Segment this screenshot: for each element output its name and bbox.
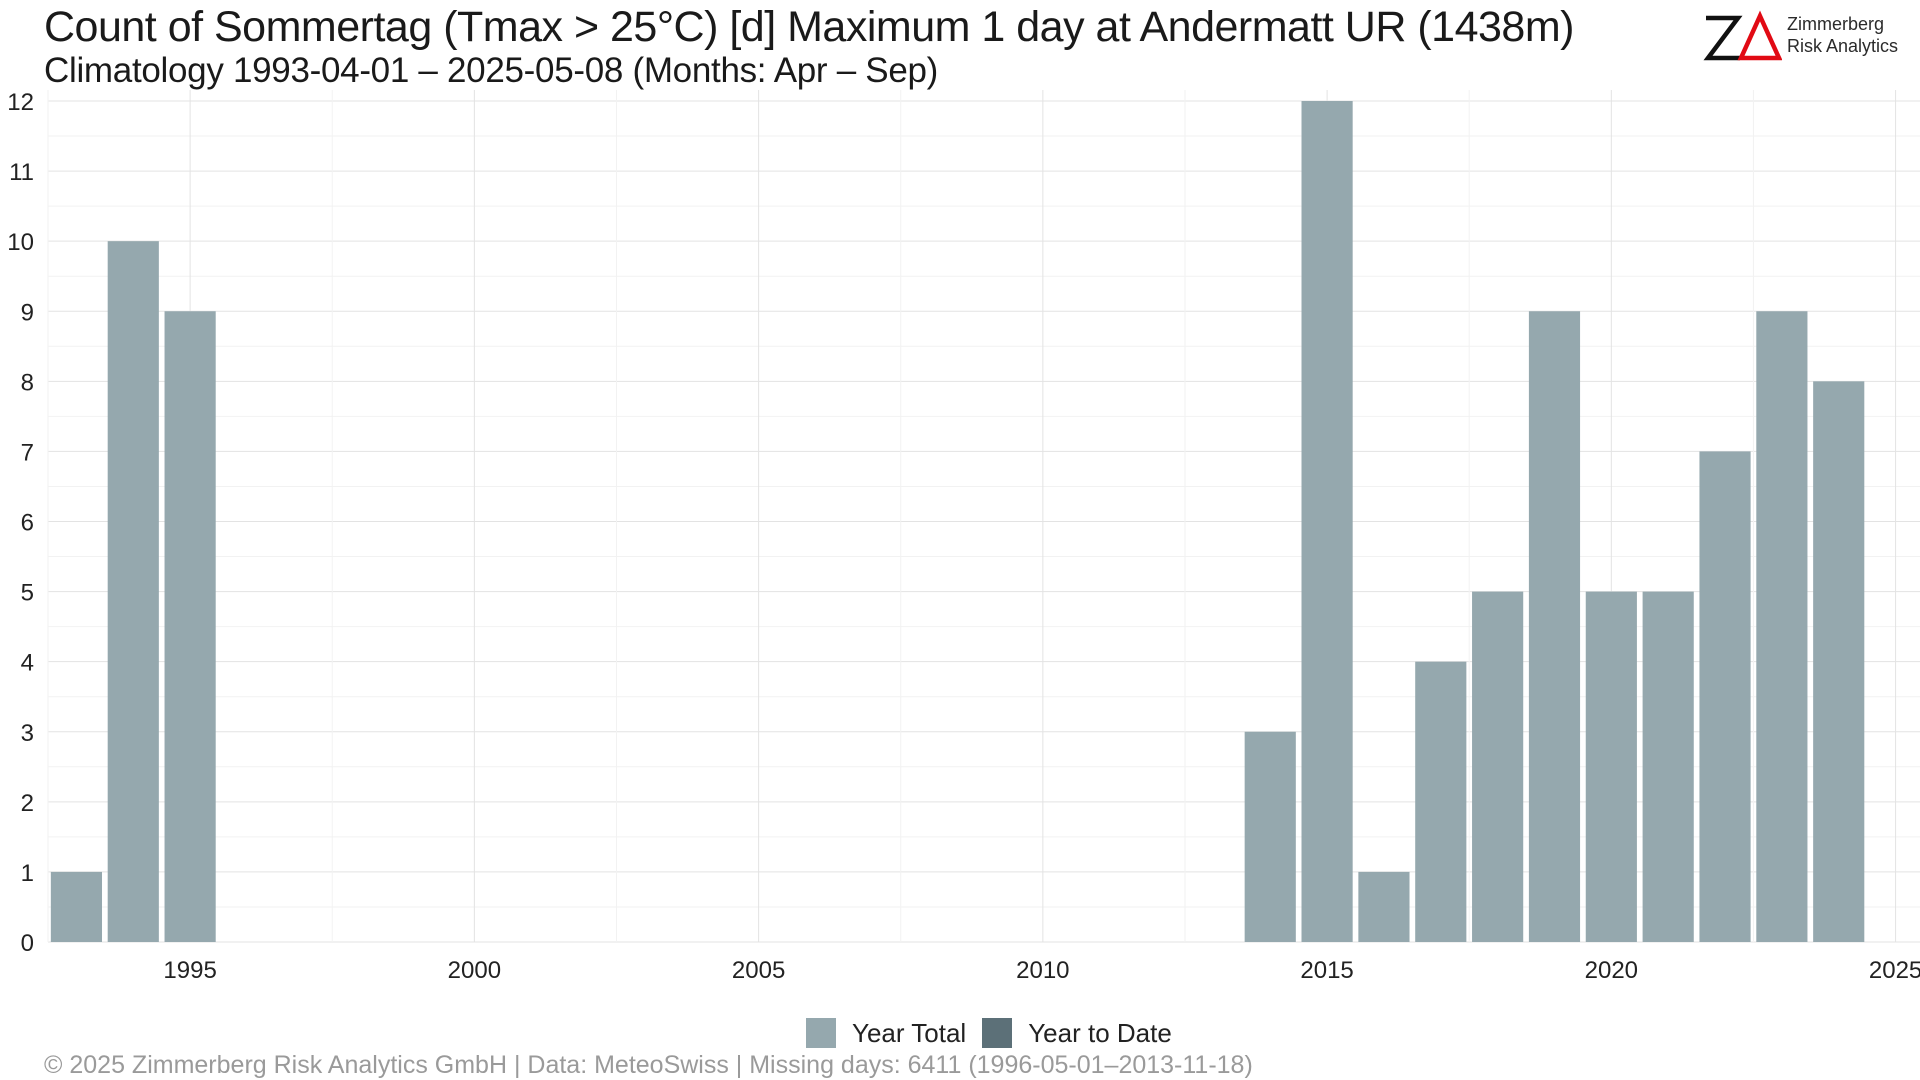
legend-swatch-year-to-date — [982, 1018, 1013, 1048]
logo-text-line2: Risk Analytics — [1787, 36, 1899, 56]
bar-2014 — [1244, 731, 1296, 942]
y-tick-label: 12 — [7, 89, 34, 116]
bar-2017 — [1415, 661, 1467, 942]
legend: Year Total Year to Date — [806, 1016, 1188, 1050]
chart-title: Count of Sommertag (Tmax > 25°C) [d] Max… — [44, 3, 1574, 51]
y-tick-label: 1 — [21, 860, 34, 887]
y-tick-label: 7 — [21, 439, 34, 466]
y-tick-label: 4 — [21, 650, 34, 677]
bar-2022 — [1699, 451, 1751, 942]
y-tick-label: 3 — [21, 720, 34, 747]
logo-mark-icon — [1703, 10, 1783, 61]
y-tick-label: 6 — [21, 510, 34, 537]
bar-2021 — [1642, 591, 1694, 942]
y-tick-label: 11 — [9, 159, 34, 186]
x-axis-tick-labels: 1995 2000 2005 2010 2015 2020 2025 — [163, 957, 1920, 984]
legend-label-year-total: Year Total — [852, 1017, 967, 1048]
bar-1994 — [107, 241, 159, 942]
legend-item-year-total: Year Total — [806, 1018, 966, 1049]
legend-item-year-to-date: Year to Date — [982, 1018, 1172, 1049]
bar-2023 — [1756, 311, 1808, 942]
y-tick-label: 0 — [21, 930, 34, 957]
y-tick-label: 2 — [21, 790, 34, 817]
logo-text-line1: Zimmerberg — [1787, 14, 1885, 34]
x-tick-label: 2005 — [732, 957, 785, 984]
bars — [50, 101, 1865, 942]
y-tick-label: 8 — [21, 369, 34, 396]
x-tick-label: 2010 — [1016, 957, 1069, 984]
bar-2024 — [1813, 381, 1865, 942]
bar-2015 — [1301, 101, 1353, 942]
legend-swatch-year-total — [806, 1018, 836, 1048]
bar-2016 — [1358, 871, 1410, 942]
x-tick-label: 2020 — [1585, 957, 1638, 984]
x-tick-label: 2025 — [1869, 957, 1920, 984]
footer-credits: © 2025 Zimmerberg Risk Analytics GmbH | … — [44, 1051, 1253, 1079]
bar-2019 — [1528, 311, 1581, 942]
bar-1993 — [50, 871, 103, 942]
company-logo: Zimmerberg Risk Analytics — [1702, 10, 1902, 66]
y-tick-label: 10 — [7, 229, 34, 256]
y-tick-label: 5 — [21, 580, 34, 607]
x-tick-label: 2000 — [448, 957, 501, 984]
x-tick-label: 1995 — [163, 957, 216, 984]
chart-subtitle: Climatology 1993-04-01 – 2025-05-08 (Mon… — [44, 51, 939, 90]
grid-lines — [47, 90, 1920, 943]
x-tick-label: 2015 — [1300, 957, 1353, 984]
y-tick-label: 9 — [21, 299, 34, 326]
bar-2018 — [1472, 591, 1524, 942]
legend-label-year-to-date: Year to Date — [1028, 1017, 1172, 1048]
bar-2020 — [1585, 591, 1637, 942]
bar-1995 — [164, 311, 216, 942]
